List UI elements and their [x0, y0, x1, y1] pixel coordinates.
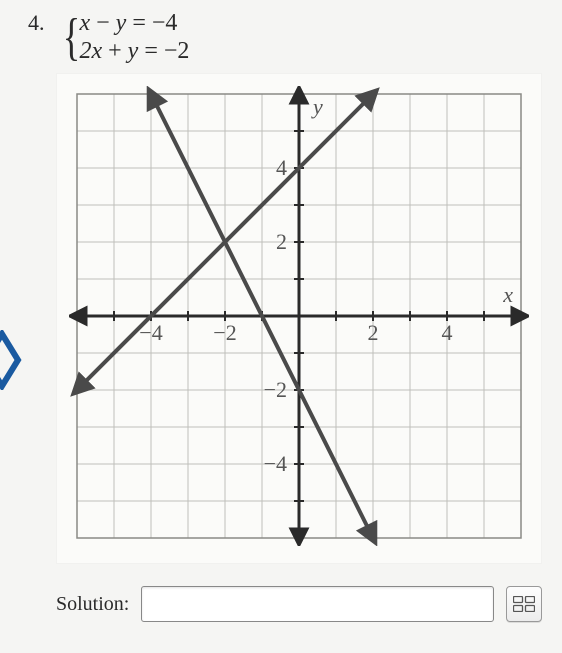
decorative-diamond	[0, 330, 22, 390]
svg-text:−2: −2	[264, 377, 287, 402]
coordinate-graph: −4−22442−2−4xy	[56, 73, 542, 564]
equation-2: 2x + y = −2	[79, 38, 189, 66]
svg-text:−4: −4	[264, 451, 287, 476]
svg-text:2: 2	[368, 320, 379, 345]
equation-1: x − y = −4	[79, 10, 189, 38]
svg-text:4: 4	[442, 320, 453, 345]
solution-input[interactable]	[141, 586, 494, 622]
left-brace: {	[62, 12, 79, 64]
svg-text:y: y	[311, 94, 323, 119]
solution-label: Solution:	[56, 593, 129, 616]
svg-text:2: 2	[276, 229, 287, 254]
svg-text:−2: −2	[213, 320, 236, 345]
problem-number: 4.	[28, 10, 45, 36]
problem-header: 4. { x − y = −4 2x + y = −2	[28, 10, 542, 65]
keyboard-button[interactable]	[506, 586, 542, 622]
svg-text:4: 4	[276, 155, 287, 180]
svg-text:x: x	[502, 282, 513, 307]
equation-system: { x − y = −4 2x + y = −2	[59, 10, 190, 65]
keyboard-icon	[513, 596, 535, 612]
